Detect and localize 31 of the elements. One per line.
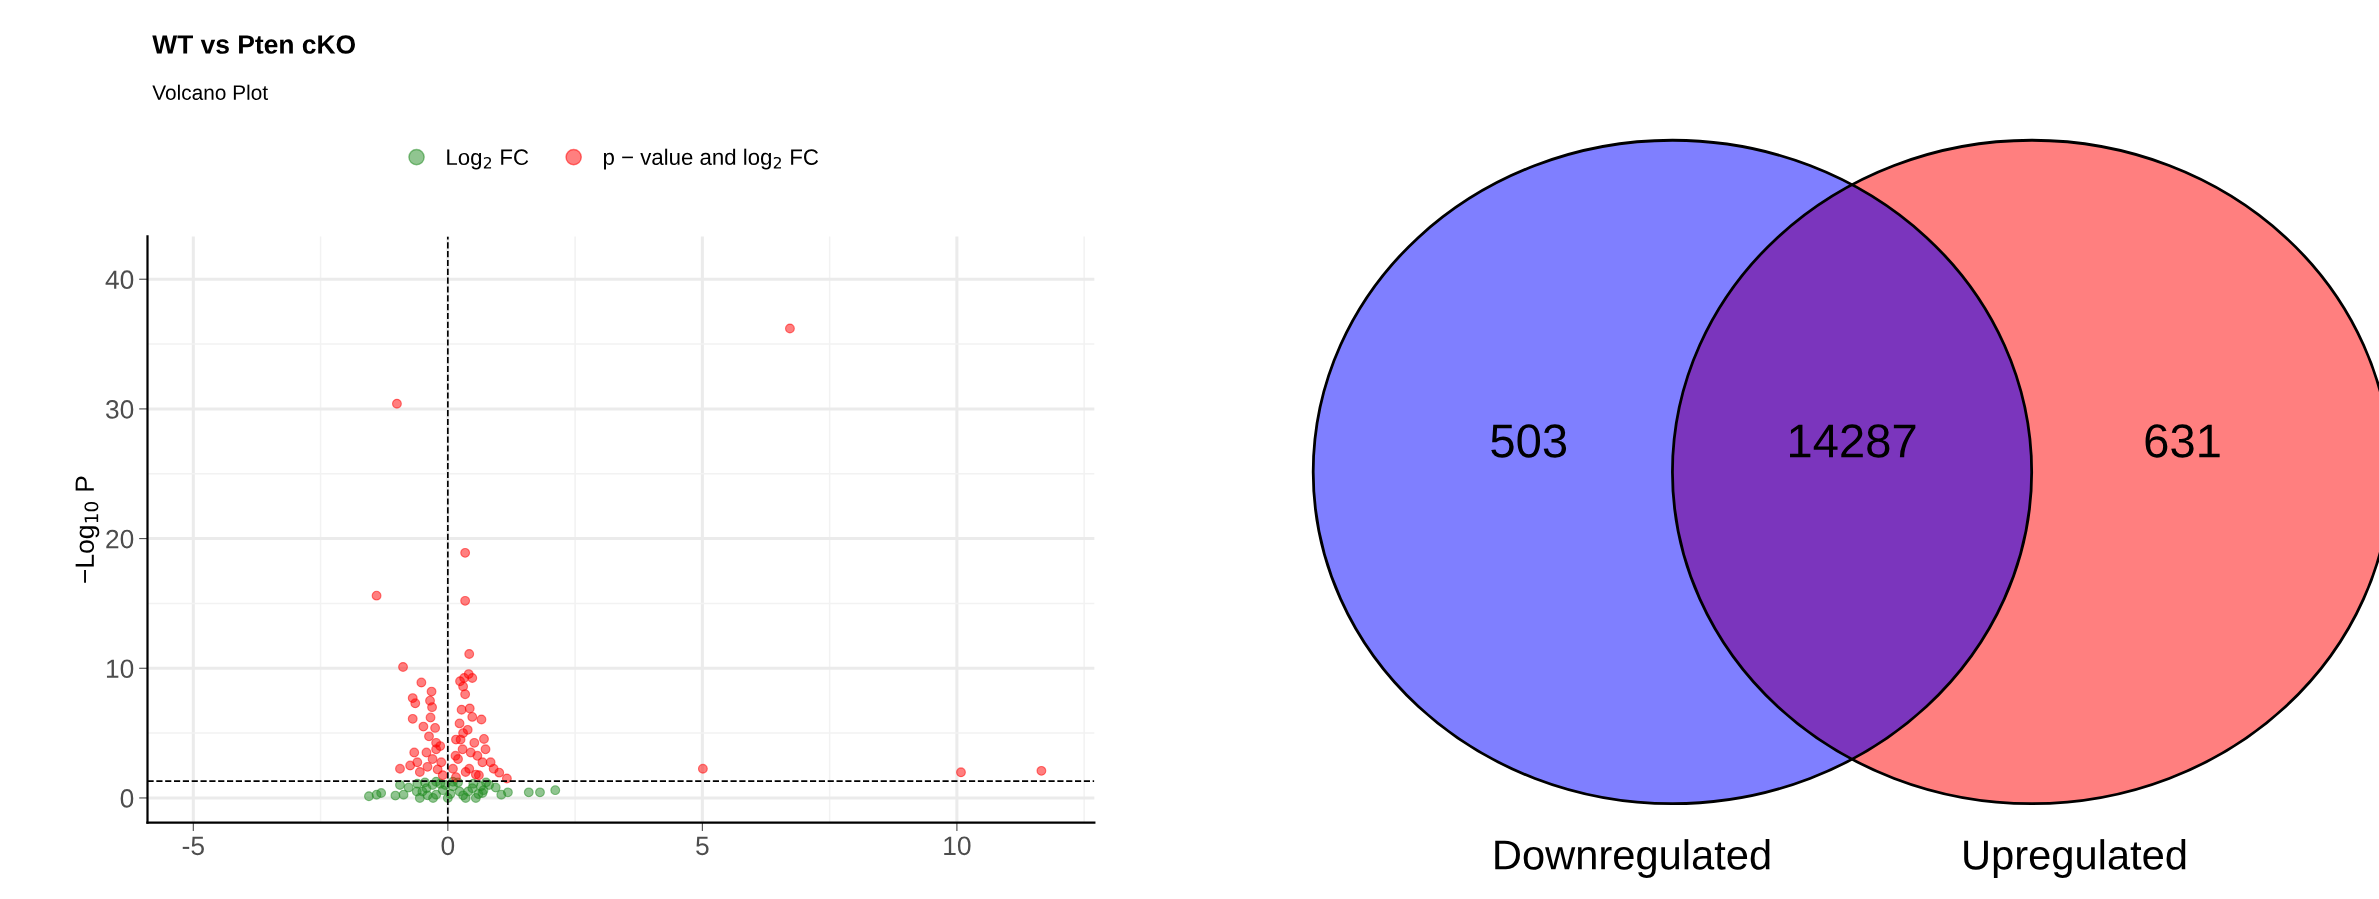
y-tick-label: 0 bbox=[120, 789, 134, 808]
y-tick-label: 20 bbox=[106, 529, 134, 549]
point bbox=[390, 790, 401, 801]
data-label: 631 bbox=[2145, 424, 2220, 458]
point bbox=[502, 787, 513, 798]
point bbox=[550, 785, 561, 796]
point bbox=[422, 790, 433, 801]
point bbox=[403, 782, 414, 793]
y-tick-label: 30 bbox=[105, 400, 134, 419]
legend-label: Log$_{2}$ FC bbox=[447, 149, 529, 170]
point bbox=[398, 789, 409, 800]
point bbox=[535, 787, 545, 798]
chart-subtitle: Volcano Plot bbox=[152, 84, 268, 100]
x-tick-label: -5 bbox=[182, 836, 204, 856]
x-tick-label: 0 bbox=[441, 836, 455, 856]
point bbox=[523, 787, 534, 798]
data-label: 14287 bbox=[1790, 424, 1916, 458]
y-tick-label: 40 bbox=[105, 270, 134, 290]
x-tick-label: 5 bbox=[696, 836, 709, 856]
point bbox=[376, 788, 387, 798]
chart-title: WT vs Pten cKO bbox=[152, 35, 355, 54]
category-label: Downregulated bbox=[1495, 839, 1770, 878]
point bbox=[463, 786, 474, 797]
legend-label: p − value and log$_{2}$ FC bbox=[603, 148, 819, 170]
y-axis-title: −Log$_{10}$ P bbox=[75, 476, 100, 583]
x-tick-label: 10 bbox=[944, 836, 971, 856]
point bbox=[490, 782, 501, 793]
y-tick-label: 10 bbox=[106, 659, 134, 679]
point bbox=[475, 781, 486, 792]
data-label: 503 bbox=[1491, 424, 1567, 458]
category-label: Upregulated bbox=[1964, 839, 2186, 878]
